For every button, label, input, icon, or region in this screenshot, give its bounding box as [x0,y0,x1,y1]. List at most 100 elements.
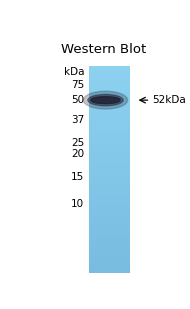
Bar [89,96,130,97]
Ellipse shape [91,96,120,104]
Bar [89,91,130,92]
Bar [89,112,130,113]
Bar [89,185,130,186]
Bar [89,131,130,132]
Bar [89,169,130,170]
Bar [89,204,130,205]
Bar [89,146,130,147]
Bar [89,200,130,201]
Bar [89,170,130,171]
Bar [89,130,130,131]
Bar [89,161,130,162]
Bar [89,142,130,143]
Bar [89,88,130,89]
Bar [89,68,130,69]
Bar [89,132,130,133]
Bar [89,69,130,70]
Bar [89,115,130,116]
Bar [89,141,130,142]
Bar [89,249,130,250]
Bar [89,256,130,257]
Bar [89,173,130,174]
Bar [89,191,130,192]
Bar [89,189,130,190]
Bar [89,163,130,164]
Bar [89,196,130,197]
Bar [89,70,130,71]
Bar [89,114,130,115]
Bar [89,83,130,84]
Bar [89,177,130,178]
Bar [89,257,130,258]
Bar [89,122,130,123]
Bar [89,108,130,109]
Bar [89,224,130,225]
Bar [89,217,130,218]
Bar [89,156,130,157]
Bar [89,190,130,191]
Bar [89,231,130,232]
Bar [89,116,130,117]
Bar [89,208,130,209]
Bar [89,212,130,213]
Bar [89,153,130,154]
Bar [89,241,130,242]
Bar [89,272,130,273]
Bar [89,138,130,139]
Text: 75: 75 [71,80,84,90]
Bar [89,229,130,230]
Bar [89,269,130,270]
Bar [89,164,130,165]
Bar [89,180,130,181]
Bar [89,75,130,76]
Bar [89,271,130,272]
Bar [89,236,130,237]
Bar [89,175,130,176]
Ellipse shape [88,95,123,106]
Bar [89,76,130,77]
Bar [89,174,130,175]
Bar [89,237,130,238]
Bar [89,135,130,136]
Bar [89,245,130,246]
Bar [89,165,130,166]
Bar [89,183,130,184]
Bar [89,176,130,177]
Bar [89,72,130,73]
Bar [89,147,130,148]
Bar [89,159,130,160]
Bar [89,201,130,202]
Bar [89,134,130,135]
Bar [89,120,130,121]
Text: kDa: kDa [64,66,84,77]
Bar [89,119,130,120]
Bar [89,94,130,95]
Bar [89,103,130,104]
Bar [89,133,130,134]
Bar [89,207,130,208]
Bar [89,79,130,80]
Bar [89,228,130,229]
Bar [89,266,130,267]
Bar [89,223,130,224]
Bar [89,205,130,206]
Bar [89,74,130,75]
Text: 52kDa: 52kDa [152,95,186,105]
Bar [89,251,130,252]
Bar [89,128,130,129]
Bar [89,239,130,240]
Bar [89,250,130,251]
Bar [89,121,130,122]
Bar [89,220,130,221]
Bar [89,117,130,118]
Bar [89,215,130,216]
Bar [89,218,130,219]
Bar [89,248,130,249]
Bar [89,182,130,183]
Bar [89,109,130,110]
Bar [89,90,130,91]
Bar [89,202,130,203]
Bar [89,195,130,196]
Bar [89,78,130,79]
Bar [89,148,130,149]
